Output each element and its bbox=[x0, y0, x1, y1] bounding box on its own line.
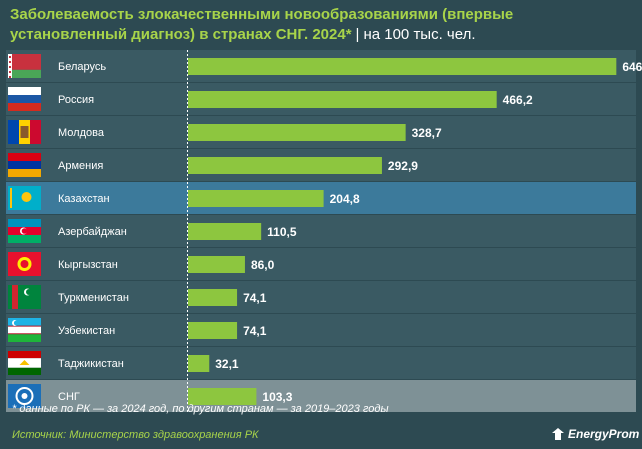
value-label: 646,9 bbox=[622, 60, 642, 74]
chart-row bbox=[6, 314, 636, 346]
value-label: 466,2 bbox=[503, 93, 533, 107]
energyprom-logo-icon bbox=[552, 428, 564, 440]
value-label: 74,1 bbox=[243, 291, 267, 305]
energyprom-logo: EnergyProm bbox=[551, 427, 639, 441]
bar bbox=[188, 124, 406, 141]
chart-row bbox=[6, 347, 636, 379]
chart-row bbox=[6, 281, 636, 313]
flag-azerbaijan-icon bbox=[8, 219, 41, 243]
bar bbox=[188, 289, 238, 306]
title-main: Заболеваемость злокачественными новообра… bbox=[10, 6, 514, 43]
bar bbox=[188, 58, 617, 75]
flag-belarus-icon bbox=[8, 54, 41, 78]
category-label: Молдова bbox=[58, 127, 105, 139]
value-label: 103,3 bbox=[262, 390, 292, 404]
flag-tajikistan-icon bbox=[8, 351, 41, 375]
flag-armenia-icon bbox=[8, 153, 41, 177]
footnote: * данные по РК — за 2024 год, по другим … bbox=[12, 403, 389, 415]
flag-turkmenistan-icon bbox=[8, 285, 41, 309]
category-label: Кыргызстан bbox=[58, 259, 118, 271]
value-label: 204,8 bbox=[330, 192, 360, 206]
category-label: Таджикистан bbox=[58, 358, 124, 370]
value-label: 110,5 bbox=[267, 225, 297, 239]
chart-row bbox=[6, 380, 636, 412]
chart-title: Заболеваемость злокачественными новообра… bbox=[10, 5, 630, 45]
bar bbox=[188, 355, 210, 372]
category-label: СНГ bbox=[58, 391, 80, 403]
category-label: Узбекистан bbox=[58, 325, 115, 337]
value-label: 328,7 bbox=[412, 126, 442, 140]
category-label: Беларусь bbox=[58, 61, 106, 73]
chart-row bbox=[6, 215, 636, 247]
value-label: 74,1 bbox=[243, 324, 267, 338]
title-unit: на 100 тыс. чел. bbox=[363, 26, 476, 43]
bar bbox=[188, 91, 497, 108]
chart-row bbox=[6, 248, 636, 280]
flag-uzbekistan-icon bbox=[8, 318, 41, 342]
flag-kazakhstan-icon bbox=[8, 186, 41, 210]
value-label: 86,0 bbox=[251, 258, 275, 272]
source-note: Источник: Министерство здравоохранения Р… bbox=[12, 429, 259, 441]
bar bbox=[188, 157, 382, 174]
flag-russia-icon bbox=[8, 87, 41, 111]
cis-emblem-icon bbox=[8, 384, 41, 408]
flag-kyrgyzstan-icon bbox=[8, 252, 41, 276]
category-label: Туркменистан bbox=[58, 292, 129, 304]
bar bbox=[188, 322, 238, 339]
value-label: 292,9 bbox=[388, 159, 418, 173]
category-label: Россия bbox=[58, 94, 94, 106]
category-label: Казахстан bbox=[58, 193, 110, 205]
logo-text: EnergyProm bbox=[568, 427, 640, 441]
bar bbox=[188, 223, 262, 240]
flag-moldova-icon bbox=[8, 120, 41, 144]
category-label: Армения bbox=[58, 160, 103, 172]
category-label: Азербайджан bbox=[58, 226, 127, 238]
title-separator: | bbox=[355, 26, 360, 43]
bar bbox=[188, 190, 324, 207]
value-label: 32,1 bbox=[215, 357, 239, 371]
bar bbox=[188, 388, 257, 405]
bar bbox=[188, 256, 245, 273]
